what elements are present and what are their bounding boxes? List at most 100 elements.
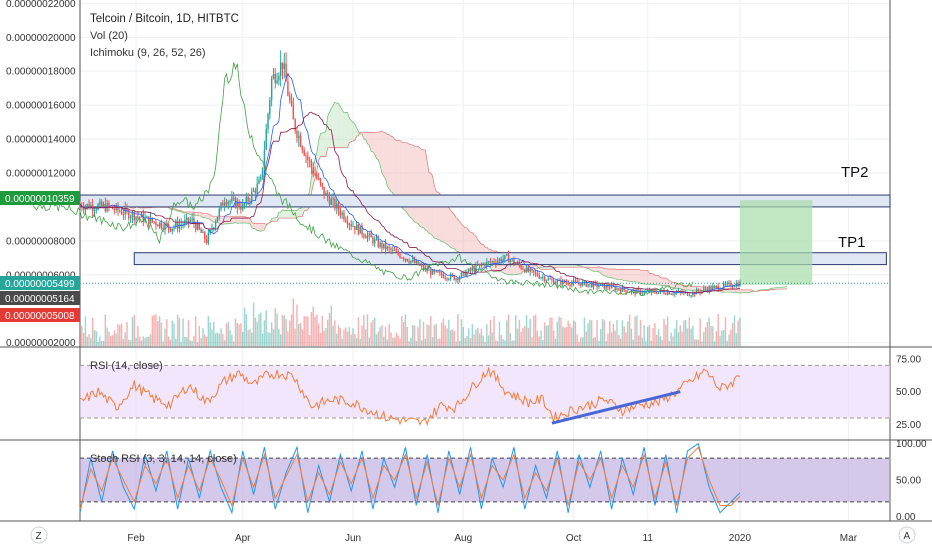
volume-bar-55 (178, 318, 181, 346)
volume-bar-223 (482, 335, 484, 346)
volume-bar-189 (420, 340, 423, 346)
candle-body-301 (623, 287, 625, 291)
volume-bar-200 (440, 322, 443, 346)
candle-body-66 (198, 223, 201, 230)
candle-body-111 (279, 62, 282, 77)
volume-bar-183 (410, 337, 412, 346)
volume-bar-329 (674, 328, 676, 346)
candle-body-83 (229, 201, 231, 203)
cloud-segment-75 (260, 223, 263, 232)
candle-body-215 (468, 268, 470, 272)
chart-title: Telcoin / Bitcoin, 1D, HITBTC (90, 13, 239, 25)
volume-bar-14 (104, 314, 107, 346)
volume-bar-283 (590, 320, 593, 346)
cloud-segment-112 (327, 112, 330, 148)
candle-body-259 (547, 278, 550, 281)
volume-bar-111 (279, 334, 282, 346)
candle-body-240 (513, 259, 515, 264)
timezone-icon[interactable] (30, 526, 48, 544)
candle-body-348 (708, 286, 710, 292)
candle-body-21 (117, 205, 119, 211)
cloud-segment-271 (615, 269, 617, 280)
candle-body-45 (160, 222, 163, 228)
cloud-segment-286 (642, 270, 645, 285)
volume-bar-197 (435, 324, 437, 346)
cloud-segment-186 (461, 224, 464, 254)
candle-body-98 (256, 183, 258, 194)
candle-body-180 (404, 258, 407, 260)
candle-body-148 (346, 221, 349, 225)
resistance-zones[interactable] (79, 194, 891, 285)
candle-body-323 (663, 291, 665, 294)
volume-bar-91 (243, 307, 246, 346)
cloud-segment-96 (298, 208, 301, 217)
candle-body-116 (289, 95, 291, 101)
volume-bar-217 (471, 324, 474, 346)
candle-body-103 (265, 128, 267, 150)
candle-body-63 (193, 218, 195, 224)
candle-body-100 (260, 176, 262, 180)
volume-bar-176 (397, 335, 399, 346)
candle-body-350 (712, 286, 714, 290)
cloud-segment-67 (246, 217, 249, 224)
volume-bar-182 (408, 341, 410, 346)
volume-bar-102 (263, 320, 266, 346)
volume-bar-82 (227, 322, 229, 346)
candle-body-124 (303, 150, 305, 156)
volume-bar-265 (558, 316, 560, 346)
candle-body-137 (326, 192, 329, 198)
price-tag-3-bg (0, 291, 80, 305)
volume-bar-352 (715, 330, 718, 346)
candle-body-163 (373, 239, 376, 244)
auto-scale-icon[interactable] (898, 526, 916, 544)
cloud-segment-183 (456, 217, 458, 252)
candle-body-50 (169, 227, 172, 232)
candle-body-246 (524, 269, 526, 273)
cloud-segment-137 (372, 132, 375, 155)
candle-body-42 (155, 222, 157, 226)
candle-body-199 (439, 272, 441, 274)
volume-bar-317 (652, 328, 654, 346)
volume-bar-359 (728, 334, 730, 346)
cloud-segment-264 (602, 267, 605, 276)
volume-bar-26 (126, 321, 128, 346)
candle-body-39 (149, 217, 152, 225)
candle-body-208 (455, 278, 457, 280)
candle-body-93 (247, 196, 249, 202)
volume-bar-296 (614, 330, 616, 346)
candle-body-68 (202, 231, 204, 233)
volume-bar-365 (739, 317, 741, 346)
candle-body-231 (496, 260, 499, 264)
volume-bar-328 (672, 336, 674, 346)
volume-bar-126 (307, 316, 309, 346)
candle-body-190 (422, 265, 425, 269)
volume-bar-96 (252, 302, 255, 346)
price-tag-1-text: 0.00000010359 (5, 194, 75, 205)
candle-body-13 (102, 203, 105, 207)
candle-body-232 (498, 258, 501, 261)
volume-bar-66 (198, 325, 201, 346)
volume-bar-109 (276, 313, 278, 346)
cloud-segment-345 (748, 289, 751, 293)
candle-body-233 (500, 258, 502, 262)
cloud-segment-274 (620, 269, 623, 281)
price-tick-label-8: 0.00000002000 (6, 338, 76, 349)
candle-body-200 (440, 272, 443, 276)
volume-bar-269 (565, 327, 568, 346)
cloud-segment-82 (273, 217, 276, 222)
volume-bar-134 (321, 315, 323, 346)
volume-bar-173 (392, 337, 394, 346)
cloud-segment-74 (258, 223, 261, 232)
candle-body-235 (504, 255, 506, 259)
cloud-segment-358 (772, 288, 775, 290)
volume-bar-322 (661, 339, 663, 346)
candle-body-275 (576, 281, 578, 284)
candle-body-136 (325, 192, 327, 196)
volume-bar-31 (135, 337, 137, 346)
candle-body-29 (131, 212, 134, 218)
volume-bar-7 (91, 317, 94, 346)
cloud-segment-94 (295, 210, 297, 219)
volume-bar-13 (102, 341, 105, 346)
cloud-segment-63 (239, 216, 241, 224)
volume-bar-28 (129, 340, 132, 346)
